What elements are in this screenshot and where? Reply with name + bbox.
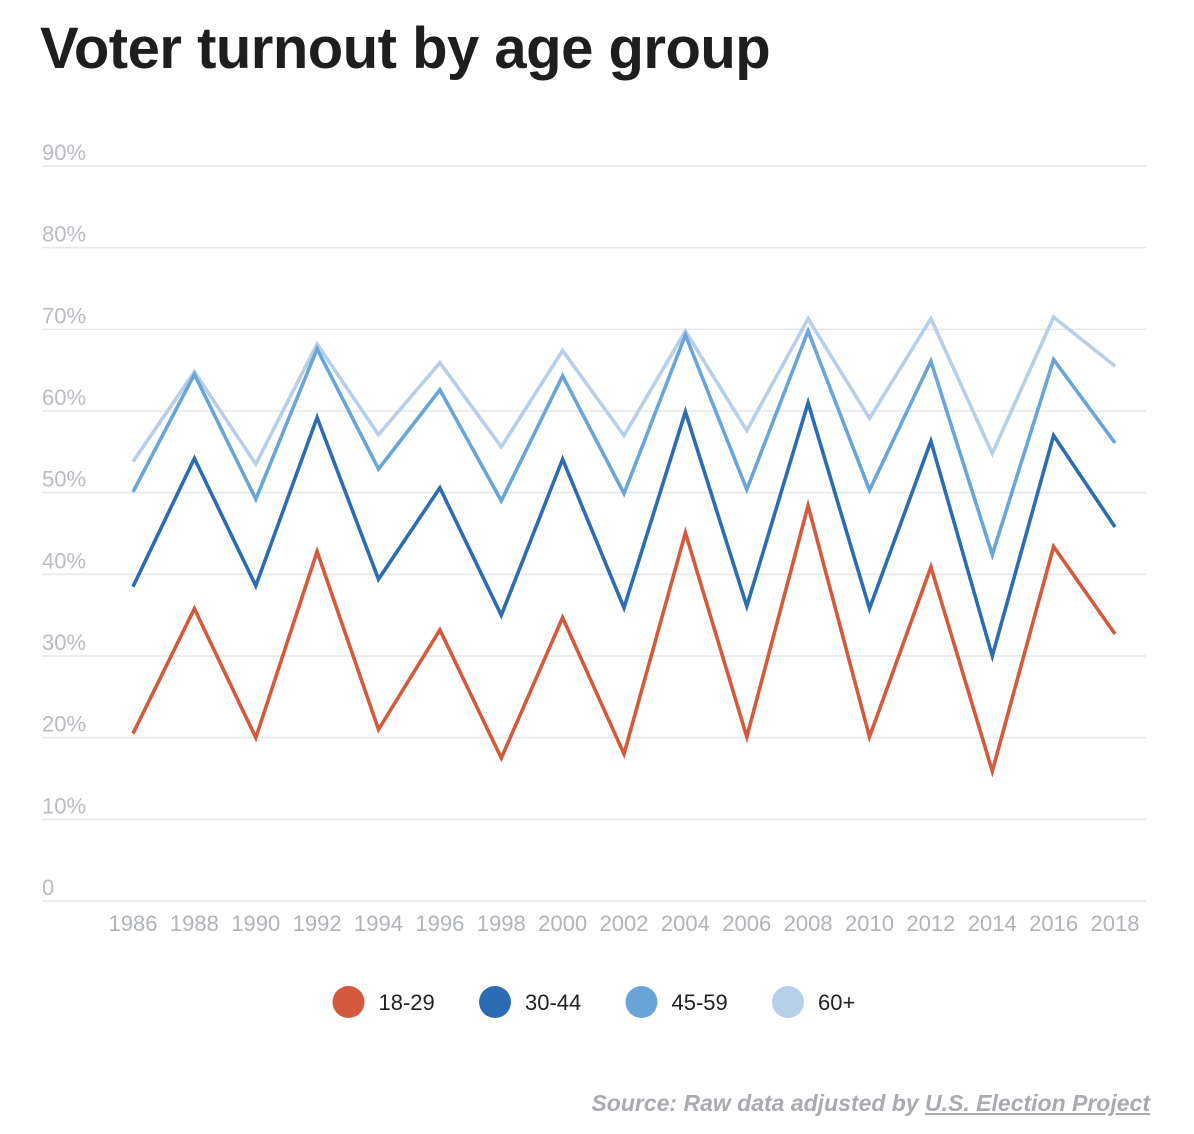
legend-marker-18-29 [332, 986, 365, 1018]
chart-title: Voter turnout by age group [40, 16, 771, 81]
series-line-30-44 [131, 396, 1117, 663]
legend-label-45-59: 45-59 [672, 990, 728, 1015]
x-tick-label: 2006 [722, 911, 771, 936]
x-tick-label: 1998 [477, 911, 526, 936]
y-tick-label: 60% [42, 385, 86, 410]
y-axis: 0 10% 20% 30% 40% 50% 60% 70% 80% 90% [42, 140, 86, 900]
x-tick-label: 2010 [845, 911, 894, 936]
series-line-60+ [131, 314, 1117, 468]
source-note: Source: Raw data adjusted by U.S. Electi… [591, 1090, 1150, 1117]
x-tick-label: 2008 [784, 911, 833, 936]
y-tick-label: 80% [42, 222, 86, 247]
legend-label-60+: 60+ [818, 990, 855, 1015]
y-tick-label: 70% [42, 303, 86, 328]
legend-label-18-29: 18-29 [379, 990, 435, 1015]
legend-marker-60+ [772, 986, 804, 1018]
x-tick-label: 2000 [538, 911, 587, 936]
y-tick-label: 40% [42, 548, 86, 573]
x-tick-label: 2002 [600, 911, 649, 936]
x-tick-label: 1994 [354, 911, 403, 936]
x-tick-label: 2016 [1029, 911, 1078, 936]
legend-marker-45-59 [625, 986, 658, 1018]
series-line-45-59 [131, 326, 1117, 561]
source-link[interactable]: U.S. Election Project [925, 1090, 1150, 1116]
y-tick-label: 0 [42, 875, 54, 900]
x-tick-label: 2012 [906, 911, 955, 936]
x-tick-label: 2014 [968, 911, 1017, 936]
y-tick-label: 20% [42, 712, 86, 737]
x-tick-label: 1996 [415, 911, 464, 936]
legend: 18-29 30-44 45-59 60+ [332, 986, 855, 1018]
x-tick-label: 1992 [293, 911, 342, 936]
y-tick-label: 30% [42, 630, 86, 655]
source-prefix: Source: Raw data adjusted by [591, 1090, 926, 1116]
x-tick-label: 2018 [1091, 911, 1140, 936]
x-tick-label: 1988 [170, 911, 219, 936]
legend-marker-30-44 [479, 986, 511, 1018]
y-tick-label: 50% [42, 467, 86, 492]
x-axis: 1986 1988 1990 1992 1994 1996 1998 2000 2002 2004… [109, 911, 1140, 936]
gridlines [42, 165, 1146, 902]
x-tick-label: 2004 [661, 911, 710, 936]
legend-label-30-44: 30-44 [525, 990, 581, 1015]
series-line-18-29 [131, 498, 1117, 778]
y-tick-label: 10% [42, 793, 86, 818]
y-tick-label: 90% [42, 140, 86, 165]
series-lines [131, 314, 1117, 778]
x-tick-label: 1990 [231, 911, 280, 936]
x-tick-label: 1986 [109, 911, 158, 936]
